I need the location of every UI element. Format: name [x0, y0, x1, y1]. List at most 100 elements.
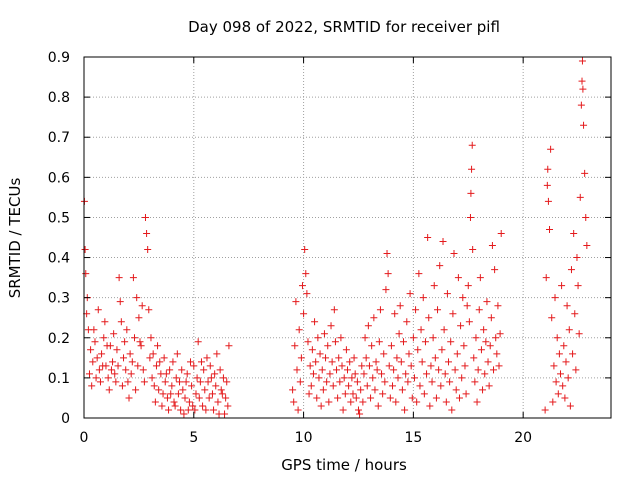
data-point — [551, 294, 559, 302]
data-point — [213, 350, 221, 358]
data-point — [555, 350, 563, 358]
data-point — [222, 394, 230, 402]
data-point — [541, 406, 549, 414]
data-point — [294, 406, 302, 414]
data-point — [440, 326, 448, 334]
data-point — [459, 294, 467, 302]
data-point — [426, 402, 434, 410]
data-point — [101, 318, 109, 326]
data-point — [427, 362, 435, 370]
data-point — [562, 358, 570, 366]
data-point — [115, 274, 123, 282]
data-point — [382, 286, 390, 294]
data-marks — [80, 57, 591, 418]
data-point — [182, 378, 190, 386]
data-point — [155, 386, 163, 394]
data-point — [402, 370, 410, 378]
data-point — [579, 85, 587, 93]
data-point — [561, 394, 569, 402]
data-point — [385, 362, 393, 370]
data-point — [172, 374, 180, 382]
data-point — [131, 334, 139, 342]
data-point — [191, 406, 199, 414]
data-point — [544, 165, 552, 173]
data-point — [176, 378, 184, 386]
data-point — [313, 394, 321, 402]
data-point — [127, 370, 135, 378]
data-point — [128, 358, 136, 366]
data-point — [199, 402, 207, 410]
data-point — [364, 322, 372, 330]
data-point — [151, 398, 159, 406]
data-point — [206, 362, 214, 370]
data-point — [578, 77, 586, 85]
data-point — [297, 354, 305, 362]
data-point — [303, 290, 311, 298]
data-point — [558, 282, 566, 290]
data-point — [412, 306, 420, 314]
data-point — [225, 342, 233, 350]
data-point — [380, 350, 388, 358]
data-point — [109, 358, 117, 366]
data-point — [152, 362, 160, 370]
y-tick-labels: 0 0.1 0.2 0.3 0.4 0.5 0.6 0.7 0.8 0.9 — [48, 50, 70, 427]
data-point — [132, 386, 140, 394]
data-point — [424, 234, 432, 241]
data-point — [160, 354, 168, 362]
data-point — [399, 338, 407, 346]
data-point — [581, 169, 589, 177]
data-point — [580, 121, 588, 129]
data-point — [495, 362, 503, 370]
data-point — [117, 318, 125, 326]
data-point — [488, 242, 496, 250]
data-point — [140, 378, 148, 386]
data-point — [390, 366, 398, 374]
data-point — [559, 382, 567, 390]
data-point — [118, 382, 126, 390]
data-point — [398, 386, 406, 394]
data-point — [469, 246, 477, 254]
x-tick-labels: 0 5 10 15 20 — [80, 430, 533, 446]
data-point — [370, 314, 378, 322]
data-point — [397, 358, 405, 366]
data-point — [451, 366, 459, 374]
data-point — [482, 338, 490, 346]
data-point — [546, 225, 554, 233]
data-point — [331, 338, 339, 346]
data-point — [91, 338, 99, 346]
data-point — [167, 390, 175, 398]
data-point — [379, 390, 387, 398]
data-point — [336, 378, 344, 386]
data-point — [195, 394, 203, 402]
data-point — [316, 350, 324, 358]
data-point — [216, 366, 224, 374]
data-point — [396, 302, 404, 310]
data-point — [477, 346, 485, 354]
data-point — [165, 406, 173, 414]
data-point — [298, 282, 306, 290]
x-tick-label: 5 — [189, 430, 198, 446]
data-point — [554, 390, 562, 398]
data-point — [476, 274, 484, 282]
data-point — [413, 398, 421, 406]
data-point — [186, 358, 194, 366]
data-point — [171, 402, 179, 410]
data-point — [339, 406, 347, 414]
data-point — [445, 358, 453, 366]
data-point — [85, 370, 93, 378]
data-point — [365, 362, 373, 370]
data-point — [223, 378, 231, 386]
data-point — [356, 410, 364, 418]
data-point — [450, 250, 458, 258]
data-point — [572, 366, 580, 374]
data-point — [430, 282, 438, 290]
data-point — [94, 306, 102, 314]
data-point — [437, 382, 445, 390]
data-point — [383, 250, 391, 258]
data-point — [122, 366, 130, 374]
data-point — [354, 406, 362, 414]
x-tick-label: 15 — [404, 430, 422, 446]
data-point — [300, 310, 308, 318]
data-point — [103, 342, 111, 350]
data-point — [464, 282, 472, 290]
